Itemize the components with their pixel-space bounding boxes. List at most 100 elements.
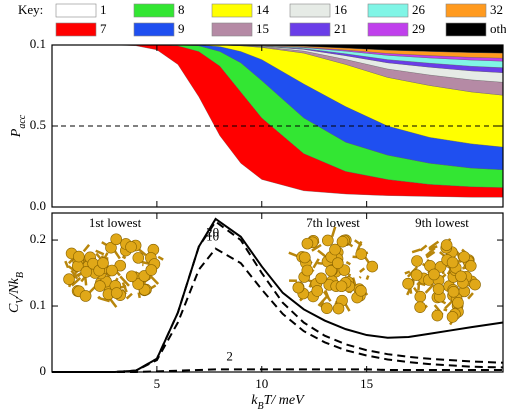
cluster-bond (324, 289, 330, 299)
cluster-atom (432, 283, 445, 295)
cluster-bond (64, 260, 70, 269)
curve-label: 10 (206, 229, 219, 244)
cluster-atom (458, 251, 470, 263)
cluster-atom (311, 285, 324, 297)
y-axis-label: Pacc (9, 114, 28, 138)
cluster-atom (132, 252, 145, 264)
cluster-atom (414, 301, 426, 313)
cluster-atom (145, 264, 158, 276)
cluster-atom (125, 241, 137, 253)
cluster-bond (424, 283, 435, 294)
cluster-bond (137, 292, 141, 299)
cluster-bond (157, 255, 164, 261)
label-part: k (251, 393, 258, 408)
cluster-bond (351, 277, 357, 287)
legend-label: 1 (100, 2, 107, 17)
key-swatch (289, 3, 331, 18)
cluster-bond (119, 275, 130, 287)
label-part: C (7, 303, 22, 313)
cluster-atom (469, 278, 481, 291)
cluster-atom (411, 255, 423, 267)
structure-label: 7th lowest (306, 215, 360, 230)
cluster-bond (312, 258, 320, 269)
label-part: B (15, 272, 26, 278)
cluster-atom (332, 302, 345, 315)
y-tick-label: 0.1 (30, 36, 46, 51)
cluster-bond (467, 292, 474, 300)
cluster-atom (63, 273, 75, 286)
key-swatch (55, 22, 97, 37)
cluster-atom (301, 237, 314, 250)
x-axis-label: kBT/ meV (251, 393, 305, 411)
cluster-atom (332, 257, 344, 269)
key-title: Key: (18, 2, 43, 17)
legend-label: 8 (178, 2, 185, 17)
line (52, 217, 504, 373)
cluster-bond (404, 270, 411, 275)
cluster-bond (359, 267, 366, 273)
legend-label: 32 (490, 2, 503, 17)
curve-label: 2 (226, 348, 233, 363)
cluster-bond (425, 250, 436, 259)
cluster-bond (97, 295, 101, 300)
label-part: V (15, 296, 26, 304)
cluster-bond (101, 241, 108, 247)
cluster-atom (299, 251, 311, 264)
cluster-bond (148, 274, 160, 285)
curve-label: 20 (206, 225, 219, 240)
key-swatch (55, 3, 97, 18)
cluster-bond (428, 245, 438, 251)
cluster-atom (73, 250, 85, 263)
cluster-atom (452, 297, 464, 309)
cluster-bond (419, 282, 426, 287)
cluster-bond (82, 243, 91, 253)
key-swatch (367, 3, 409, 18)
label-part: B (258, 401, 264, 411)
y-tick-label: 0.1 (30, 297, 46, 312)
cluster-atom (97, 257, 109, 269)
cluster-bond (95, 249, 105, 256)
structure-label: 9th lowest (415, 215, 469, 230)
cluster-bond (311, 243, 322, 252)
structure-label: 1st lowest (89, 215, 142, 230)
cluster-bond (330, 226, 337, 237)
label-part: /Nk (7, 277, 22, 298)
legend-label: 9 (178, 21, 185, 36)
x-tick-label: 10 (255, 376, 268, 391)
cluster-image (288, 226, 379, 315)
cluster-atom (410, 269, 423, 281)
cluster-bond (121, 282, 128, 293)
cluster-bond (121, 255, 127, 260)
cluster-atom (446, 256, 459, 269)
cluster-image (402, 238, 481, 326)
cluster-atom (329, 243, 341, 256)
cluster-atom (335, 280, 348, 293)
cluster-atom (414, 290, 427, 303)
key-swatch (445, 3, 487, 18)
cluster-atom (80, 266, 93, 278)
cluster-atom (355, 248, 368, 260)
cluster-bond (428, 240, 440, 250)
cluster-bond (99, 297, 111, 303)
y-tick-label: 0.5 (30, 117, 46, 132)
legend-label: 15 (256, 21, 269, 36)
legend-label: 16 (334, 2, 348, 17)
cluster-atom (446, 311, 459, 323)
cluster-bond (419, 244, 428, 252)
cluster-atom (428, 268, 440, 281)
cluster-atom (402, 277, 414, 290)
cluster-atom (366, 260, 379, 273)
y-tick-label: 0.2 (30, 231, 46, 246)
legend-label: 26 (412, 2, 426, 17)
area (52, 45, 503, 207)
cluster-bond (317, 295, 329, 307)
cluster-bond (84, 277, 88, 286)
key-swatch (133, 3, 175, 18)
cluster-image (63, 233, 164, 308)
cluster-atom (79, 290, 92, 302)
key-swatch (445, 22, 487, 37)
x-tick-label: 15 (360, 376, 373, 391)
cluster-atom (322, 234, 334, 247)
x-tick-label: 5 (154, 376, 161, 391)
